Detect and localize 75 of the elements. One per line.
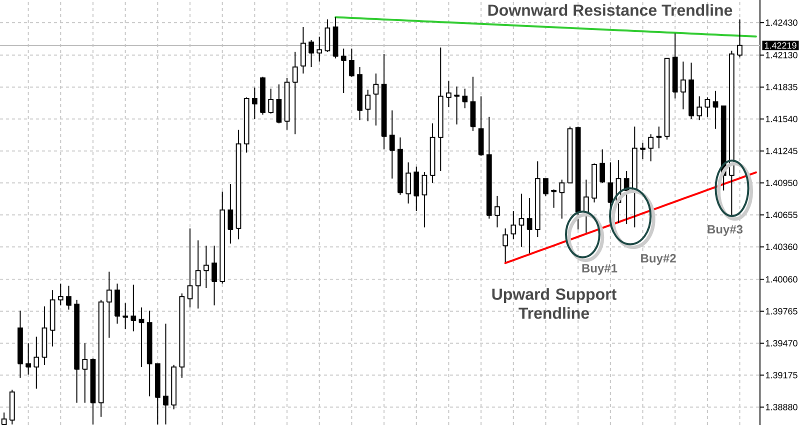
candlestick [34, 336, 40, 390]
candlestick [438, 47, 444, 172]
annotation: Downward Resistance Trendline [488, 4, 732, 16]
y-tick-label: 1.40655 [766, 212, 798, 218]
y-tick-label: 1.41540 [766, 116, 798, 122]
candlestick [138, 306, 144, 368]
candlestick [18, 310, 23, 378]
candlestick [640, 142, 646, 160]
candlestick [292, 51, 298, 135]
candlestick [446, 80, 452, 108]
candlestick [300, 26, 306, 74]
y-tick-label: 1.40360 [766, 244, 798, 250]
candlestick [114, 283, 120, 324]
candlestick [236, 129, 242, 240]
line-series [334, 16, 757, 38]
annotation: Buy#2 [641, 254, 676, 265]
candlestick [494, 195, 500, 228]
candlestick [518, 193, 524, 248]
candlestick [106, 271, 112, 338]
candlestick [340, 48, 346, 94]
y-tick-label: 1.38880 [766, 404, 798, 410]
candlestick [389, 110, 395, 180]
y-tick-label: 1.41835 [766, 84, 798, 90]
candlestick [430, 122, 436, 184]
candlestick [203, 245, 209, 288]
y-tick-label: 1.39765 [766, 308, 798, 314]
candlestick [526, 198, 532, 254]
candlestick [373, 73, 379, 126]
candlestick [502, 228, 508, 262]
annotation: Buy#3 [708, 225, 743, 236]
candlestick [58, 283, 64, 306]
candlestick [680, 61, 686, 110]
candlestick [414, 166, 420, 212]
candlestick [462, 88, 468, 109]
y-tick-label: 1.41245 [766, 148, 798, 154]
y-tick-label: 1.42130 [766, 52, 798, 58]
annotation: Upward Support Trendline [492, 288, 616, 319]
candlestick [130, 284, 136, 332]
y-tick-label: 1.40950 [766, 180, 798, 186]
candlestick [228, 184, 234, 244]
y-tick-label: 1.39175 [766, 372, 798, 378]
candlestick [632, 126, 638, 228]
candlestick [316, 36, 322, 62]
candlestick [26, 342, 31, 376]
candlestick [1, 412, 7, 425]
candlestick [534, 160, 540, 238]
ref-line-label: 1.42219 [764, 42, 796, 49]
candlestick [187, 228, 193, 308]
candlestick [381, 54, 387, 150]
candlestick [42, 306, 48, 366]
candlestick [50, 290, 56, 347]
candlestick [252, 87, 258, 120]
candlestick [163, 323, 168, 425]
candlestick [656, 126, 662, 149]
candlestick [195, 240, 201, 310]
y-tick-label: 1.39470 [766, 340, 798, 346]
candlestick [82, 342, 88, 404]
candlestick [357, 66, 362, 121]
candlestick [154, 363, 160, 425]
candlestick [648, 134, 654, 162]
candlestick [672, 32, 678, 99]
candlestick [712, 90, 718, 130]
candlestick [559, 179, 565, 220]
candlestick [422, 172, 428, 228]
candlestick [454, 86, 460, 125]
candlestick [349, 48, 354, 78]
y-tick-label: 1.42430 [766, 19, 798, 26]
candlestick [470, 76, 476, 132]
line-series [504, 171, 757, 264]
candlestick [122, 302, 128, 330]
candlestick [212, 245, 217, 306]
annotation: Buy#1 [582, 264, 618, 275]
candlestick [146, 310, 152, 397]
candlestick [406, 162, 411, 204]
y-tick-label: 1.40060 [766, 276, 798, 282]
